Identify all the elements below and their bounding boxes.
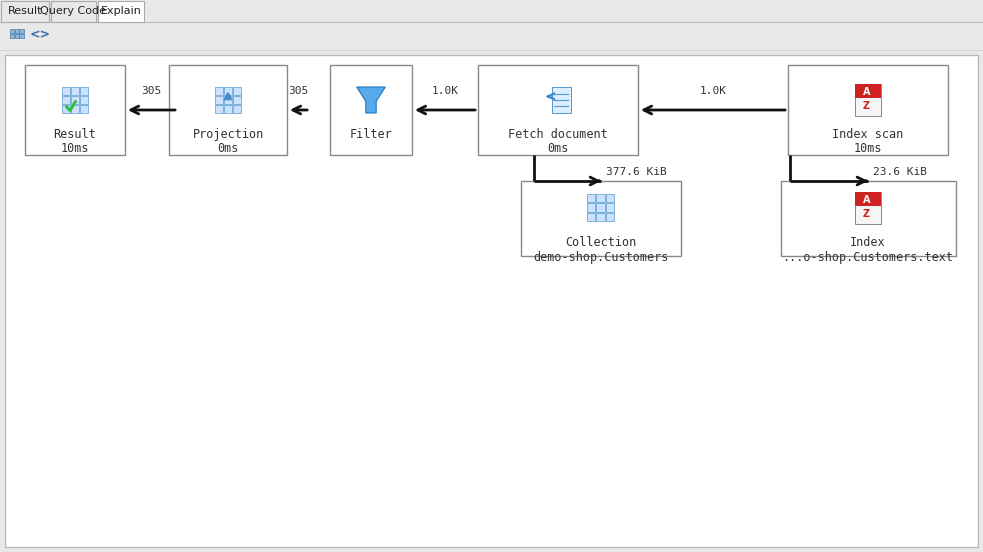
FancyBboxPatch shape [781, 181, 955, 256]
Text: Z: Z [863, 209, 870, 219]
Text: Index scan: Index scan [833, 128, 903, 141]
FancyBboxPatch shape [98, 1, 144, 22]
FancyBboxPatch shape [10, 29, 14, 33]
FancyBboxPatch shape [224, 96, 232, 104]
Text: Collection
demo-shop.Customers: Collection demo-shop.Customers [534, 236, 668, 264]
Text: Index
...o-shop.Customers.text: Index ...o-shop.Customers.text [782, 236, 954, 264]
Text: Z: Z [863, 101, 870, 112]
FancyBboxPatch shape [855, 84, 881, 115]
FancyBboxPatch shape [10, 34, 14, 38]
FancyBboxPatch shape [1, 1, 49, 22]
FancyBboxPatch shape [224, 87, 232, 95]
FancyBboxPatch shape [0, 22, 983, 50]
FancyBboxPatch shape [330, 65, 412, 155]
Text: 1.0K: 1.0K [432, 86, 458, 96]
FancyBboxPatch shape [20, 29, 24, 33]
FancyBboxPatch shape [51, 1, 96, 22]
FancyBboxPatch shape [877, 193, 881, 204]
FancyBboxPatch shape [233, 105, 241, 113]
FancyBboxPatch shape [5, 55, 978, 547]
Text: Result: Result [54, 128, 96, 141]
FancyBboxPatch shape [215, 105, 223, 113]
FancyBboxPatch shape [20, 34, 24, 38]
FancyBboxPatch shape [597, 194, 605, 203]
FancyBboxPatch shape [215, 87, 223, 95]
Text: A: A [863, 195, 870, 205]
FancyBboxPatch shape [587, 204, 596, 212]
Text: Query Code: Query Code [40, 7, 106, 17]
FancyBboxPatch shape [71, 87, 79, 95]
FancyBboxPatch shape [587, 194, 596, 203]
FancyBboxPatch shape [62, 87, 70, 95]
FancyBboxPatch shape [62, 105, 70, 113]
FancyBboxPatch shape [877, 84, 881, 96]
FancyBboxPatch shape [80, 105, 87, 113]
FancyBboxPatch shape [0, 0, 983, 22]
Text: 1.0K: 1.0K [700, 86, 726, 96]
FancyBboxPatch shape [71, 105, 79, 113]
FancyBboxPatch shape [855, 84, 881, 98]
FancyBboxPatch shape [606, 194, 614, 203]
FancyBboxPatch shape [80, 87, 87, 95]
FancyBboxPatch shape [788, 65, 948, 155]
FancyBboxPatch shape [597, 204, 605, 212]
FancyBboxPatch shape [606, 213, 614, 221]
Text: 377.6 KiB: 377.6 KiB [606, 167, 666, 177]
FancyBboxPatch shape [233, 96, 241, 104]
FancyBboxPatch shape [25, 65, 125, 155]
FancyBboxPatch shape [587, 213, 596, 221]
FancyBboxPatch shape [233, 87, 241, 95]
FancyBboxPatch shape [597, 213, 605, 221]
FancyBboxPatch shape [15, 29, 19, 33]
Text: 305: 305 [142, 86, 161, 96]
Text: 23.6 KiB: 23.6 KiB [873, 167, 927, 177]
FancyBboxPatch shape [606, 204, 614, 212]
Text: A: A [863, 87, 870, 97]
FancyBboxPatch shape [521, 181, 681, 256]
FancyBboxPatch shape [224, 105, 232, 113]
FancyBboxPatch shape [15, 34, 19, 38]
FancyBboxPatch shape [215, 96, 223, 104]
Text: Fetch document: Fetch document [508, 128, 607, 141]
Text: Explain: Explain [100, 7, 142, 17]
FancyBboxPatch shape [169, 65, 287, 155]
FancyBboxPatch shape [855, 193, 881, 224]
FancyBboxPatch shape [71, 96, 79, 104]
Text: 10ms: 10ms [854, 142, 883, 155]
Polygon shape [357, 87, 385, 113]
Text: Filter: Filter [350, 128, 392, 141]
Text: <>: <> [30, 29, 51, 41]
FancyBboxPatch shape [855, 193, 881, 206]
Text: 0ms: 0ms [548, 142, 569, 155]
Text: Projection: Projection [193, 128, 263, 141]
FancyBboxPatch shape [478, 65, 638, 155]
Text: 305: 305 [288, 86, 309, 96]
FancyBboxPatch shape [62, 96, 70, 104]
Text: 10ms: 10ms [61, 142, 89, 155]
Text: Result: Result [8, 7, 42, 17]
FancyBboxPatch shape [551, 87, 571, 113]
FancyBboxPatch shape [80, 96, 87, 104]
Text: 0ms: 0ms [217, 142, 239, 155]
